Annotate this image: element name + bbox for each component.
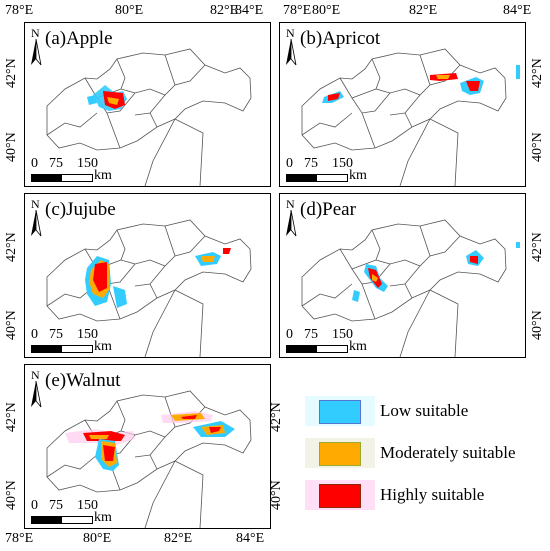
suitability-patches bbox=[65, 411, 235, 471]
map-panel-apple: N (a)Apple 0 75 150 km bbox=[24, 22, 271, 187]
lat-label-40-c: 40°N bbox=[4, 310, 19, 340]
scale-tick-150: 150 bbox=[77, 498, 98, 513]
lon-label-78-right: 78°E bbox=[283, 3, 312, 18]
lon-label-78-bottom: 78°E bbox=[5, 531, 34, 546]
region-boundaries bbox=[46, 219, 252, 357]
north-letter: N bbox=[286, 197, 295, 211]
region-boundaries bbox=[46, 48, 252, 186]
lat-label-42-b: 42°N bbox=[530, 58, 545, 88]
lat-label-40-a: 40°N bbox=[4, 132, 19, 162]
lon-label-82-mid: 82°E bbox=[210, 3, 239, 18]
scale-bar bbox=[286, 174, 348, 182]
north-arrow: N bbox=[284, 27, 298, 67]
lat-label-42-e-right: 42°N bbox=[269, 402, 284, 432]
north-arrow-icon bbox=[31, 210, 42, 237]
lat-label-40-b: 40°N bbox=[530, 132, 545, 162]
north-letter: N bbox=[31, 26, 40, 40]
panel-title: (a)Apple bbox=[45, 28, 113, 49]
region-boundaries bbox=[46, 390, 252, 528]
legend-label: Low suitable bbox=[380, 401, 469, 420]
scale-unit: km bbox=[94, 510, 112, 525]
north-arrow: N bbox=[29, 369, 43, 409]
scale-unit: km bbox=[349, 168, 367, 183]
legend-swatch bbox=[319, 484, 361, 508]
scale-unit: km bbox=[94, 168, 112, 183]
lat-label-40-d: 40°N bbox=[530, 310, 545, 340]
north-arrow: N bbox=[284, 198, 298, 238]
lon-label-82-top: 82°E bbox=[409, 3, 438, 18]
lat-label-42-c: 42°N bbox=[4, 232, 19, 262]
legend-label: Moderately suitable bbox=[380, 443, 516, 462]
lat-label-42-e: 42°N bbox=[4, 402, 19, 432]
lon-label-80-right: 80°E bbox=[312, 3, 341, 18]
lat-label-40-e: 40°N bbox=[4, 480, 19, 510]
lat-label-40-e-right: 40°N bbox=[269, 480, 284, 510]
scale-tick-75: 75 bbox=[49, 498, 63, 513]
scale-tick-150: 150 bbox=[77, 156, 98, 171]
panel-title: (c)Jujube bbox=[45, 199, 116, 220]
scale-bar bbox=[31, 345, 93, 353]
north-letter: N bbox=[31, 368, 40, 382]
panel-title: (e)Walnut bbox=[45, 370, 121, 391]
region-boundaries bbox=[301, 48, 520, 186]
scale-tick-75: 75 bbox=[304, 156, 318, 171]
lat-label-42-a: 42°N bbox=[4, 58, 19, 88]
map-panel-jujube: N (c)Jujube 0 75 150 km bbox=[24, 193, 271, 358]
legend-swatch bbox=[319, 400, 361, 424]
scale-bar bbox=[31, 174, 93, 182]
suitability-patches bbox=[352, 242, 520, 302]
scale-tick-150: 150 bbox=[77, 327, 98, 342]
scale-tick-0: 0 bbox=[286, 156, 293, 171]
north-arrow-icon bbox=[31, 39, 42, 66]
map-panel-walnut: N (e)Walnut 0 75 150 km bbox=[24, 364, 271, 529]
scale-tick-150: 150 bbox=[332, 327, 353, 342]
lon-label-84-mid: 84°E bbox=[235, 3, 264, 18]
north-arrow: N bbox=[29, 198, 43, 238]
scale-bar bbox=[31, 516, 93, 524]
north-letter: N bbox=[286, 26, 295, 40]
lon-label-78-top: 78°E bbox=[5, 3, 34, 18]
scale-tick-75: 75 bbox=[49, 327, 63, 342]
scale-tick-0: 0 bbox=[31, 498, 38, 513]
lon-label-80-top: 80°E bbox=[115, 3, 144, 18]
legend-swatch bbox=[319, 442, 361, 466]
scale-unit: km bbox=[349, 339, 367, 354]
suitability-patches bbox=[322, 65, 520, 103]
lat-label-42-d: 42°N bbox=[530, 232, 545, 262]
north-letter: N bbox=[31, 197, 40, 211]
panel-title: (d)Pear bbox=[300, 199, 356, 220]
map-panel-pear: N (d)Pear 0 75 150 km bbox=[279, 193, 526, 358]
suitability-patches bbox=[87, 85, 127, 111]
north-arrow-icon bbox=[31, 381, 42, 408]
lon-label-82-bottom: 82°E bbox=[164, 531, 193, 546]
scale-tick-150: 150 bbox=[332, 156, 353, 171]
scale-unit: km bbox=[94, 339, 112, 354]
scale-tick-75: 75 bbox=[304, 327, 318, 342]
scale-bar bbox=[286, 345, 348, 353]
scale-tick-0: 0 bbox=[31, 327, 38, 342]
north-arrow-icon bbox=[286, 39, 297, 66]
north-arrow: N bbox=[29, 27, 43, 67]
lon-label-84-top: 84°E bbox=[503, 3, 532, 18]
panel-title: (b)Apricot bbox=[300, 28, 381, 49]
suitability-patches bbox=[85, 248, 231, 308]
scale-tick-0: 0 bbox=[286, 327, 293, 342]
scale-tick-0: 0 bbox=[31, 156, 38, 171]
lon-label-84-bottom: 84°E bbox=[236, 531, 265, 546]
map-panel-apricot: N (b)Apricot 0 75 150 km bbox=[279, 22, 526, 187]
lon-label-80-bottom: 80°E bbox=[83, 531, 112, 546]
north-arrow-icon bbox=[286, 210, 297, 237]
scale-tick-75: 75 bbox=[49, 156, 63, 171]
region-boundaries bbox=[301, 219, 520, 357]
legend-label: Highly suitable bbox=[380, 485, 485, 504]
